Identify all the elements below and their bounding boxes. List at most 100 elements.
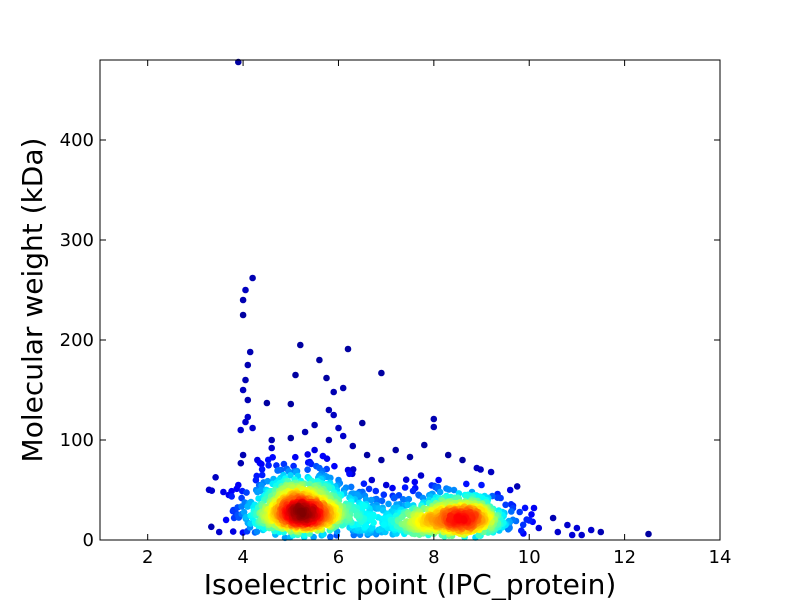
data-point xyxy=(344,345,352,353)
data-point xyxy=(445,486,453,493)
data-point xyxy=(478,481,485,489)
data-point xyxy=(292,371,299,379)
x-tick-label: 12 xyxy=(613,547,636,568)
data-point xyxy=(494,494,501,502)
data-point xyxy=(239,386,247,394)
data-point xyxy=(311,421,318,429)
data-point xyxy=(246,348,254,356)
data-point xyxy=(304,466,311,474)
y-tick-label: 100 xyxy=(60,430,94,451)
points-layer xyxy=(205,58,652,542)
data-point xyxy=(530,504,538,512)
data-point xyxy=(208,523,215,531)
data-point xyxy=(233,485,240,493)
data-point xyxy=(421,441,428,449)
data-point xyxy=(239,451,247,459)
data-point xyxy=(287,472,294,479)
data-point xyxy=(244,503,251,510)
data-point xyxy=(316,356,323,364)
data-point xyxy=(263,399,271,407)
data-point xyxy=(229,528,237,535)
data-point xyxy=(477,466,484,473)
data-point xyxy=(406,453,414,461)
data-point xyxy=(298,507,306,515)
data-point xyxy=(502,501,509,509)
data-point xyxy=(519,521,527,529)
data-point xyxy=(346,470,353,478)
data-point xyxy=(578,531,585,539)
data-point xyxy=(311,446,318,454)
data-point xyxy=(506,486,514,494)
data-point xyxy=(405,495,413,503)
data-point xyxy=(361,523,369,530)
data-point xyxy=(378,369,385,377)
data-point xyxy=(275,467,283,474)
data-point xyxy=(319,452,327,460)
data-point xyxy=(237,459,245,467)
data-point xyxy=(238,503,245,510)
data-point xyxy=(220,488,227,496)
data-point xyxy=(362,496,370,503)
data-point xyxy=(273,462,280,469)
data-point xyxy=(401,484,409,491)
x-axis-label: Isoelectric point (IPC_protein) xyxy=(204,568,617,600)
x-tick-label: 4 xyxy=(237,547,248,568)
data-point xyxy=(360,480,368,488)
data-point xyxy=(307,460,315,468)
data-point xyxy=(335,424,342,432)
data-point xyxy=(253,528,261,535)
data-point xyxy=(264,456,272,464)
x-tick-label: 2 xyxy=(142,547,153,568)
data-point xyxy=(249,424,256,432)
data-point xyxy=(417,472,425,479)
data-point xyxy=(372,487,380,495)
data-point xyxy=(368,476,376,484)
data-point xyxy=(380,491,388,499)
data-point xyxy=(392,446,400,454)
data-point xyxy=(304,451,312,458)
data-point xyxy=(487,468,495,476)
data-point xyxy=(430,423,438,431)
data-point xyxy=(290,462,297,470)
data-point xyxy=(444,451,452,459)
x-tick-label: 14 xyxy=(709,547,732,568)
data-point xyxy=(331,462,338,470)
data-point xyxy=(228,493,235,500)
data-point xyxy=(475,531,482,539)
data-point xyxy=(409,487,417,495)
data-point xyxy=(564,521,571,529)
data-point xyxy=(330,388,338,396)
data-point xyxy=(264,477,272,485)
data-point xyxy=(365,485,373,493)
plot-frame xyxy=(99,59,721,541)
data-point xyxy=(323,374,330,382)
data-point xyxy=(528,511,535,518)
data-point xyxy=(325,436,333,444)
data-point xyxy=(535,524,543,532)
data-point xyxy=(242,286,249,294)
data-point xyxy=(389,484,396,492)
data-point xyxy=(568,531,576,539)
data-point xyxy=(597,528,605,536)
data-point xyxy=(249,274,256,282)
data-point xyxy=(459,456,466,464)
x-tick-label: 8 xyxy=(428,547,439,568)
data-point xyxy=(518,527,525,534)
data-point xyxy=(380,521,388,528)
data-point xyxy=(287,400,295,408)
data-point xyxy=(587,526,595,534)
data-point xyxy=(367,496,375,504)
data-point xyxy=(306,480,314,488)
y-tick-label: 200 xyxy=(60,330,94,351)
data-point xyxy=(353,512,361,519)
y-tick-label: 300 xyxy=(60,230,94,251)
data-point xyxy=(339,432,347,440)
data-point xyxy=(382,481,390,489)
data-point xyxy=(257,486,265,494)
data-point xyxy=(523,516,530,523)
data-point xyxy=(367,516,375,523)
data-point xyxy=(301,531,308,539)
data-point xyxy=(208,487,216,495)
data-point xyxy=(549,514,557,522)
